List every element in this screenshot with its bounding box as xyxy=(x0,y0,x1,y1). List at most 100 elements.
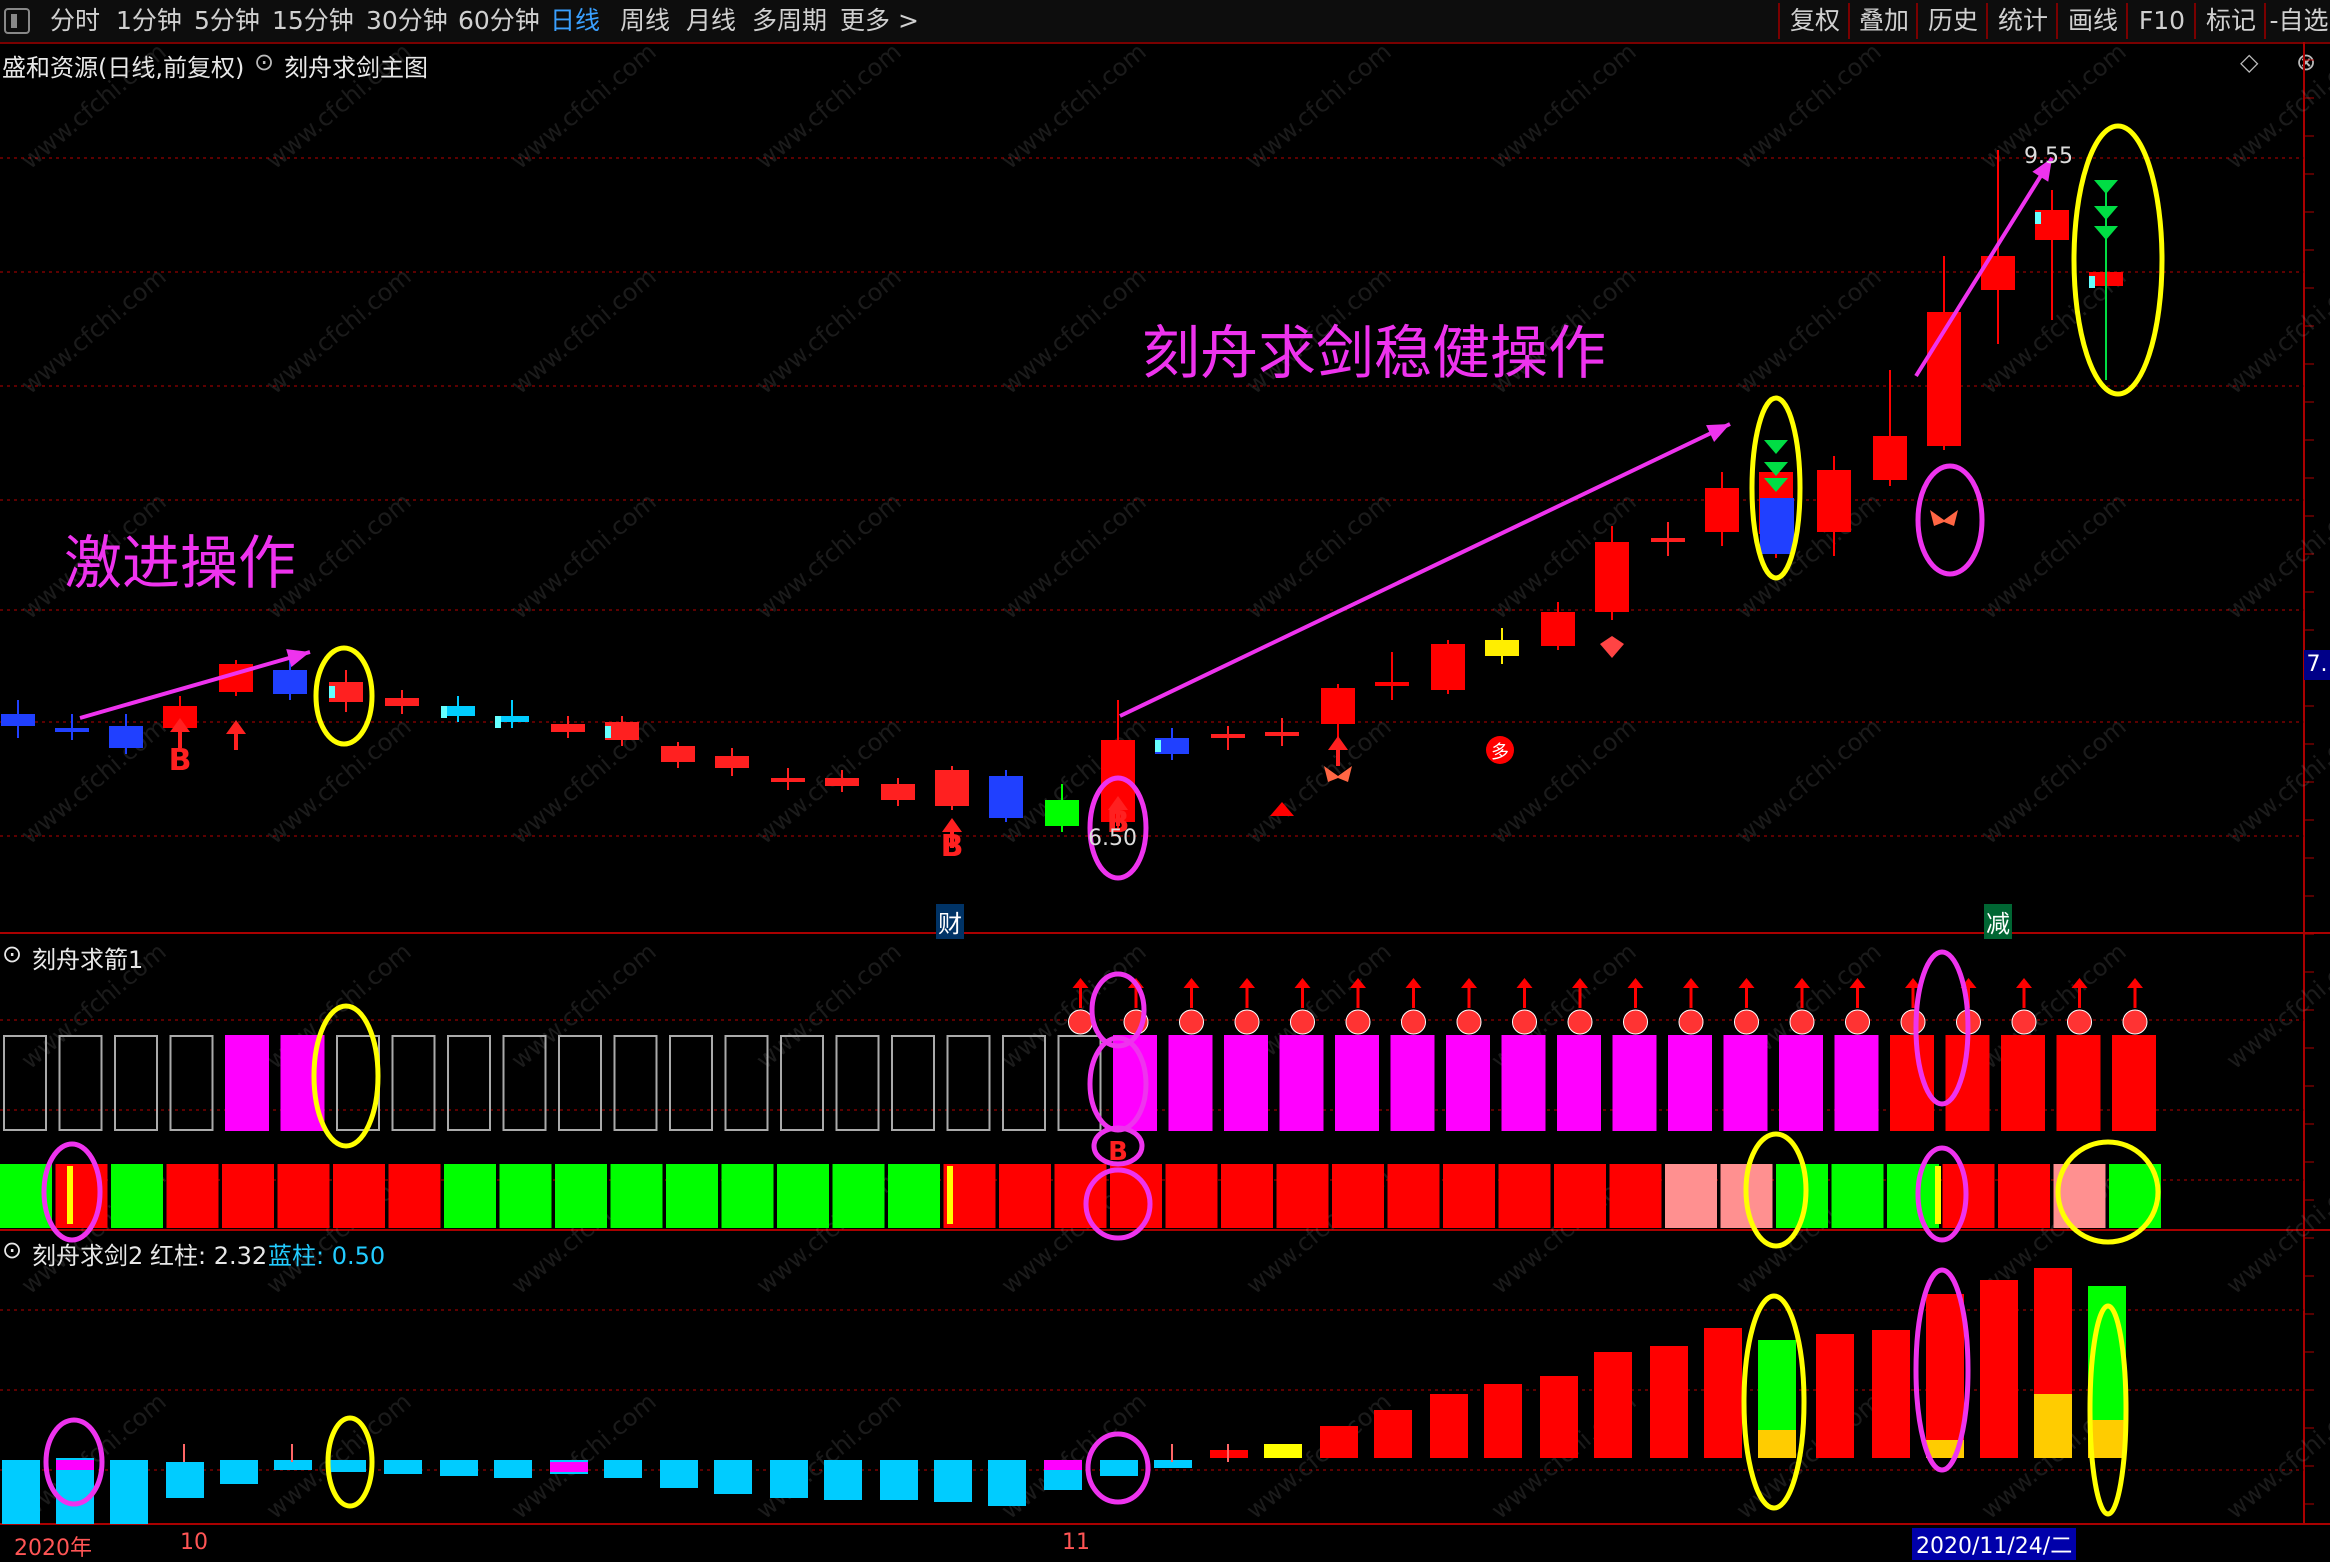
tab-4[interactable]: 30分钟 xyxy=(366,6,448,35)
sub1-ball xyxy=(1456,1009,1482,1035)
tab-9[interactable]: 多周期 xyxy=(752,6,828,35)
sub1-up-arrow xyxy=(2127,978,2143,988)
watermark: www.cfchi.com xyxy=(16,1162,172,1299)
sub1-up-arrow xyxy=(1683,978,1699,988)
sub1-title: 刻舟求箭1 xyxy=(32,946,144,974)
xaxis-cursor-date: 2020/11/24/二 xyxy=(1912,1528,2077,1560)
sub1-lower-bar xyxy=(2053,1164,2106,1228)
watermark: www.cfchi.com xyxy=(261,262,417,399)
annotation-ellipse xyxy=(1741,1293,1807,1511)
tab-3[interactable]: 15分钟 xyxy=(272,6,354,35)
sub2-bar xyxy=(824,1460,862,1500)
green-down-arrow xyxy=(2094,180,2118,194)
sub2-bar xyxy=(2088,1286,2126,1458)
annotation-ellipse xyxy=(1091,1125,1145,1167)
candle-body xyxy=(329,682,363,702)
multi-marker-circle xyxy=(1486,736,1514,764)
tab-6[interactable]: 日线 xyxy=(550,6,601,35)
candle-body xyxy=(1,714,35,726)
candle-body xyxy=(661,746,695,762)
sub1-lower-bar xyxy=(943,1164,996,1228)
sub1-upper-bar xyxy=(1113,1035,1157,1131)
event-marker-reduce[interactable]: 减 xyxy=(1984,904,2012,939)
sub1-lower-bar xyxy=(721,1164,774,1228)
right-price-tag: 7. xyxy=(2304,650,2330,680)
event-marker-finance[interactable]: 财 xyxy=(936,904,964,939)
sub1-upper-bar xyxy=(613,1035,658,1131)
watermark: www.cfchi.com xyxy=(16,262,172,399)
annotation-ellipse xyxy=(2087,1303,2129,1517)
tab-7[interactable]: 周线 xyxy=(620,6,671,35)
toolbar-button-3[interactable]: 统计 xyxy=(1986,3,2058,39)
sub1-toggle-icon[interactable]: ⊙ xyxy=(2,940,23,968)
sub1-yellow-line xyxy=(67,1166,73,1224)
tab-0[interactable]: 分时 xyxy=(50,6,101,35)
watermark: www.cfchi.com xyxy=(1486,937,1642,1074)
watermark: www.cfchi.com xyxy=(751,1387,907,1524)
buy-marker-B: B xyxy=(941,829,964,864)
candle-body xyxy=(495,716,529,722)
sub2-yellow-fill xyxy=(1758,1430,1796,1458)
annotation-aggressive: 激进操作 xyxy=(64,529,297,597)
watermark: www.cfchi.com xyxy=(1486,1162,1642,1299)
toolbar-button-6[interactable]: 标记 xyxy=(2194,3,2266,39)
annotation-ellipse xyxy=(1089,971,1147,1049)
tab-2[interactable]: 5分钟 xyxy=(194,6,260,35)
annotation-ellipse xyxy=(1749,395,1803,581)
watermark: www.cfchi.com xyxy=(1241,1162,1397,1299)
xaxis-month-10: 10 xyxy=(180,1530,208,1555)
up-arrow xyxy=(1108,796,1128,810)
watermark: www.cfchi.com xyxy=(1241,937,1397,1074)
sub1-lower-bar xyxy=(166,1164,219,1228)
sub2-bar xyxy=(1154,1460,1192,1468)
candle-body xyxy=(1981,256,2015,290)
sub1-lower-bar xyxy=(444,1164,496,1228)
sub1-lower-bar xyxy=(1831,1164,1884,1228)
toolbar-button-1[interactable]: 叠加 xyxy=(1848,3,1918,39)
sub1-lower-bar xyxy=(1776,1164,1828,1228)
watermark: www.cfchi.com xyxy=(1976,1162,2132,1299)
sub2-bar xyxy=(660,1460,698,1488)
tab-10[interactable]: 更多 > xyxy=(840,6,919,35)
tab-5[interactable]: 60分钟 xyxy=(458,6,540,35)
sub2-bar xyxy=(2034,1268,2072,1458)
sub2-bar xyxy=(440,1460,478,1476)
watermark: www.cfchi.com xyxy=(506,487,662,624)
tab-1[interactable]: 1分钟 xyxy=(116,6,182,35)
indicator-toggle-icon[interactable]: ⊙ xyxy=(254,48,275,76)
candle-body xyxy=(605,722,639,740)
watermark: www.cfchi.com xyxy=(2221,937,2330,1074)
sub1-lower-bar xyxy=(610,1164,663,1228)
watermark: www.cfchi.com xyxy=(1241,37,1397,174)
toolbar-button-7[interactable]: -自选 xyxy=(2264,3,2330,39)
sub1-yellow-line xyxy=(1935,1166,1941,1224)
sub1-up-arrow xyxy=(1461,978,1477,988)
toolbar-button-5[interactable]: F10 xyxy=(2126,3,2196,39)
watermark: www.cfchi.com xyxy=(1976,487,2132,624)
sub2-toggle-icon[interactable]: ⊙ xyxy=(2,1236,23,1264)
sub1-upper-bar xyxy=(3,1035,47,1131)
watermark: www.cfchi.com xyxy=(996,262,1152,399)
low-price-label: 6.50 xyxy=(1088,826,1137,851)
sub2-bar xyxy=(328,1460,366,1472)
menu-icon[interactable] xyxy=(4,8,30,34)
tab-8[interactable]: 月线 xyxy=(686,6,737,35)
diamond-icon[interactable]: ◇ xyxy=(2240,48,2259,76)
watermark: www.cfchi.com xyxy=(261,712,417,849)
toolbar-button-2[interactable]: 历史 xyxy=(1916,3,1988,39)
sub1-lower-bar xyxy=(1276,1164,1329,1228)
toolbar-button-0[interactable]: 复权 xyxy=(1778,3,1850,39)
annotation-ellipse xyxy=(1913,949,1971,1107)
sub1-up-arrow xyxy=(1072,978,1089,988)
watermark: www.cfchi.com xyxy=(1486,712,1642,849)
toolbar-button-4[interactable]: 画线 xyxy=(2056,3,2128,39)
close-circle-icon[interactable]: ⊗ xyxy=(2296,48,2317,76)
sub1-ball xyxy=(2122,1009,2148,1035)
sub1-lower-bar xyxy=(555,1164,607,1228)
watermark: www.cfchi.com xyxy=(1731,1162,1887,1299)
sub1-upper-bar xyxy=(780,1035,824,1131)
sub1-upper-bar xyxy=(724,1035,769,1131)
candle-blue-fill xyxy=(1760,498,1794,554)
stock-title: 盛和资源(日线,前复权) xyxy=(2,54,245,82)
sub1-upper-bar xyxy=(58,1035,103,1131)
